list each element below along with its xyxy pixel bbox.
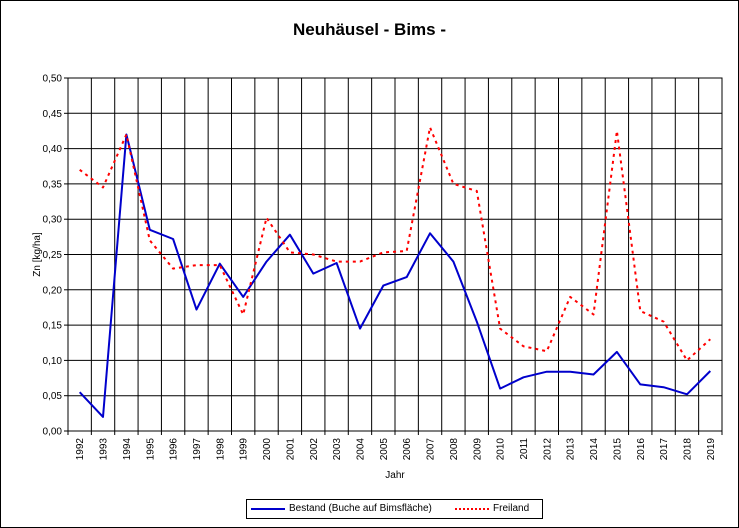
series-line-bestand bbox=[78, 133, 712, 418]
legend-swatch-bestand bbox=[251, 507, 285, 510]
y-tick-label: 0,10 bbox=[43, 356, 63, 367]
x-axis-title: Jahr bbox=[385, 470, 405, 481]
x-tick-label: 1999 bbox=[239, 438, 250, 461]
x-tick-label: 1996 bbox=[169, 438, 180, 461]
legend-label-bestand: Bestand (Buche auf Bimsfläche) bbox=[289, 503, 432, 514]
x-tick-label: 2017 bbox=[659, 438, 670, 461]
x-tick-label: 2015 bbox=[612, 438, 623, 461]
y-tick-label: 0,25 bbox=[43, 250, 63, 261]
chart-title: Neuhäusel - Bims - bbox=[292, 20, 447, 39]
x-tick-label: 1995 bbox=[145, 438, 156, 461]
y-tick-label: 0,35 bbox=[43, 179, 63, 190]
plot-border bbox=[67, 77, 723, 432]
x-tick-label: 2011 bbox=[519, 438, 530, 460]
x-tick-label: 2000 bbox=[262, 438, 273, 461]
y-tick-label: 0,15 bbox=[43, 321, 63, 332]
x-tick-label: 2007 bbox=[426, 438, 437, 461]
legend-label-freiland: Freiland bbox=[493, 503, 530, 514]
y-tick-label: 0,20 bbox=[43, 285, 63, 296]
x-tick-label: 2004 bbox=[355, 438, 366, 461]
y-tick-label: 0,50 bbox=[43, 74, 63, 85]
x-tick-label: 2018 bbox=[682, 438, 693, 461]
x-tick-label: 1998 bbox=[215, 438, 226, 461]
x-tick-label: 2008 bbox=[449, 438, 460, 461]
x-tick-label: 1993 bbox=[99, 438, 110, 461]
x-tick-label: 2014 bbox=[589, 438, 600, 461]
x-tick-label: 2009 bbox=[472, 438, 483, 461]
y-tick-label: 0,05 bbox=[43, 391, 63, 402]
x-tick-label: 2005 bbox=[379, 438, 390, 461]
y-axis-title: Zn [kg/ha] bbox=[32, 232, 43, 277]
series-line-freiland bbox=[79, 126, 711, 362]
y-tick-label: 0,40 bbox=[43, 144, 63, 155]
legend-swatch-freiland bbox=[455, 507, 489, 510]
x-tick-label: 2003 bbox=[332, 438, 343, 461]
legend: Bestand (Buche auf Bimsfläche) Freiland bbox=[246, 499, 543, 519]
legend-item-freiland: Freiland bbox=[455, 503, 529, 514]
x-tick-label: 1992 bbox=[75, 438, 86, 461]
x-tick-label: 2006 bbox=[402, 438, 413, 461]
x-tick-label: 2019 bbox=[706, 438, 717, 461]
x-tick-label: 2010 bbox=[496, 438, 507, 461]
x-tick-label: 1994 bbox=[122, 438, 133, 461]
y-tick-label: 0,30 bbox=[43, 215, 63, 226]
x-tick-label: 2001 bbox=[285, 438, 296, 461]
x-tick-label: 2016 bbox=[636, 438, 647, 461]
x-tick-label: 2012 bbox=[542, 438, 553, 461]
y-tick-label: 0,45 bbox=[43, 109, 63, 120]
y-tick-label: 0,00 bbox=[43, 427, 63, 438]
legend-item-bestand: Bestand (Buche auf Bimsfläche) bbox=[251, 503, 432, 514]
x-tick-label: 1997 bbox=[192, 438, 203, 461]
x-tick-label: 2013 bbox=[566, 438, 577, 461]
x-tick-label: 2002 bbox=[309, 438, 320, 461]
